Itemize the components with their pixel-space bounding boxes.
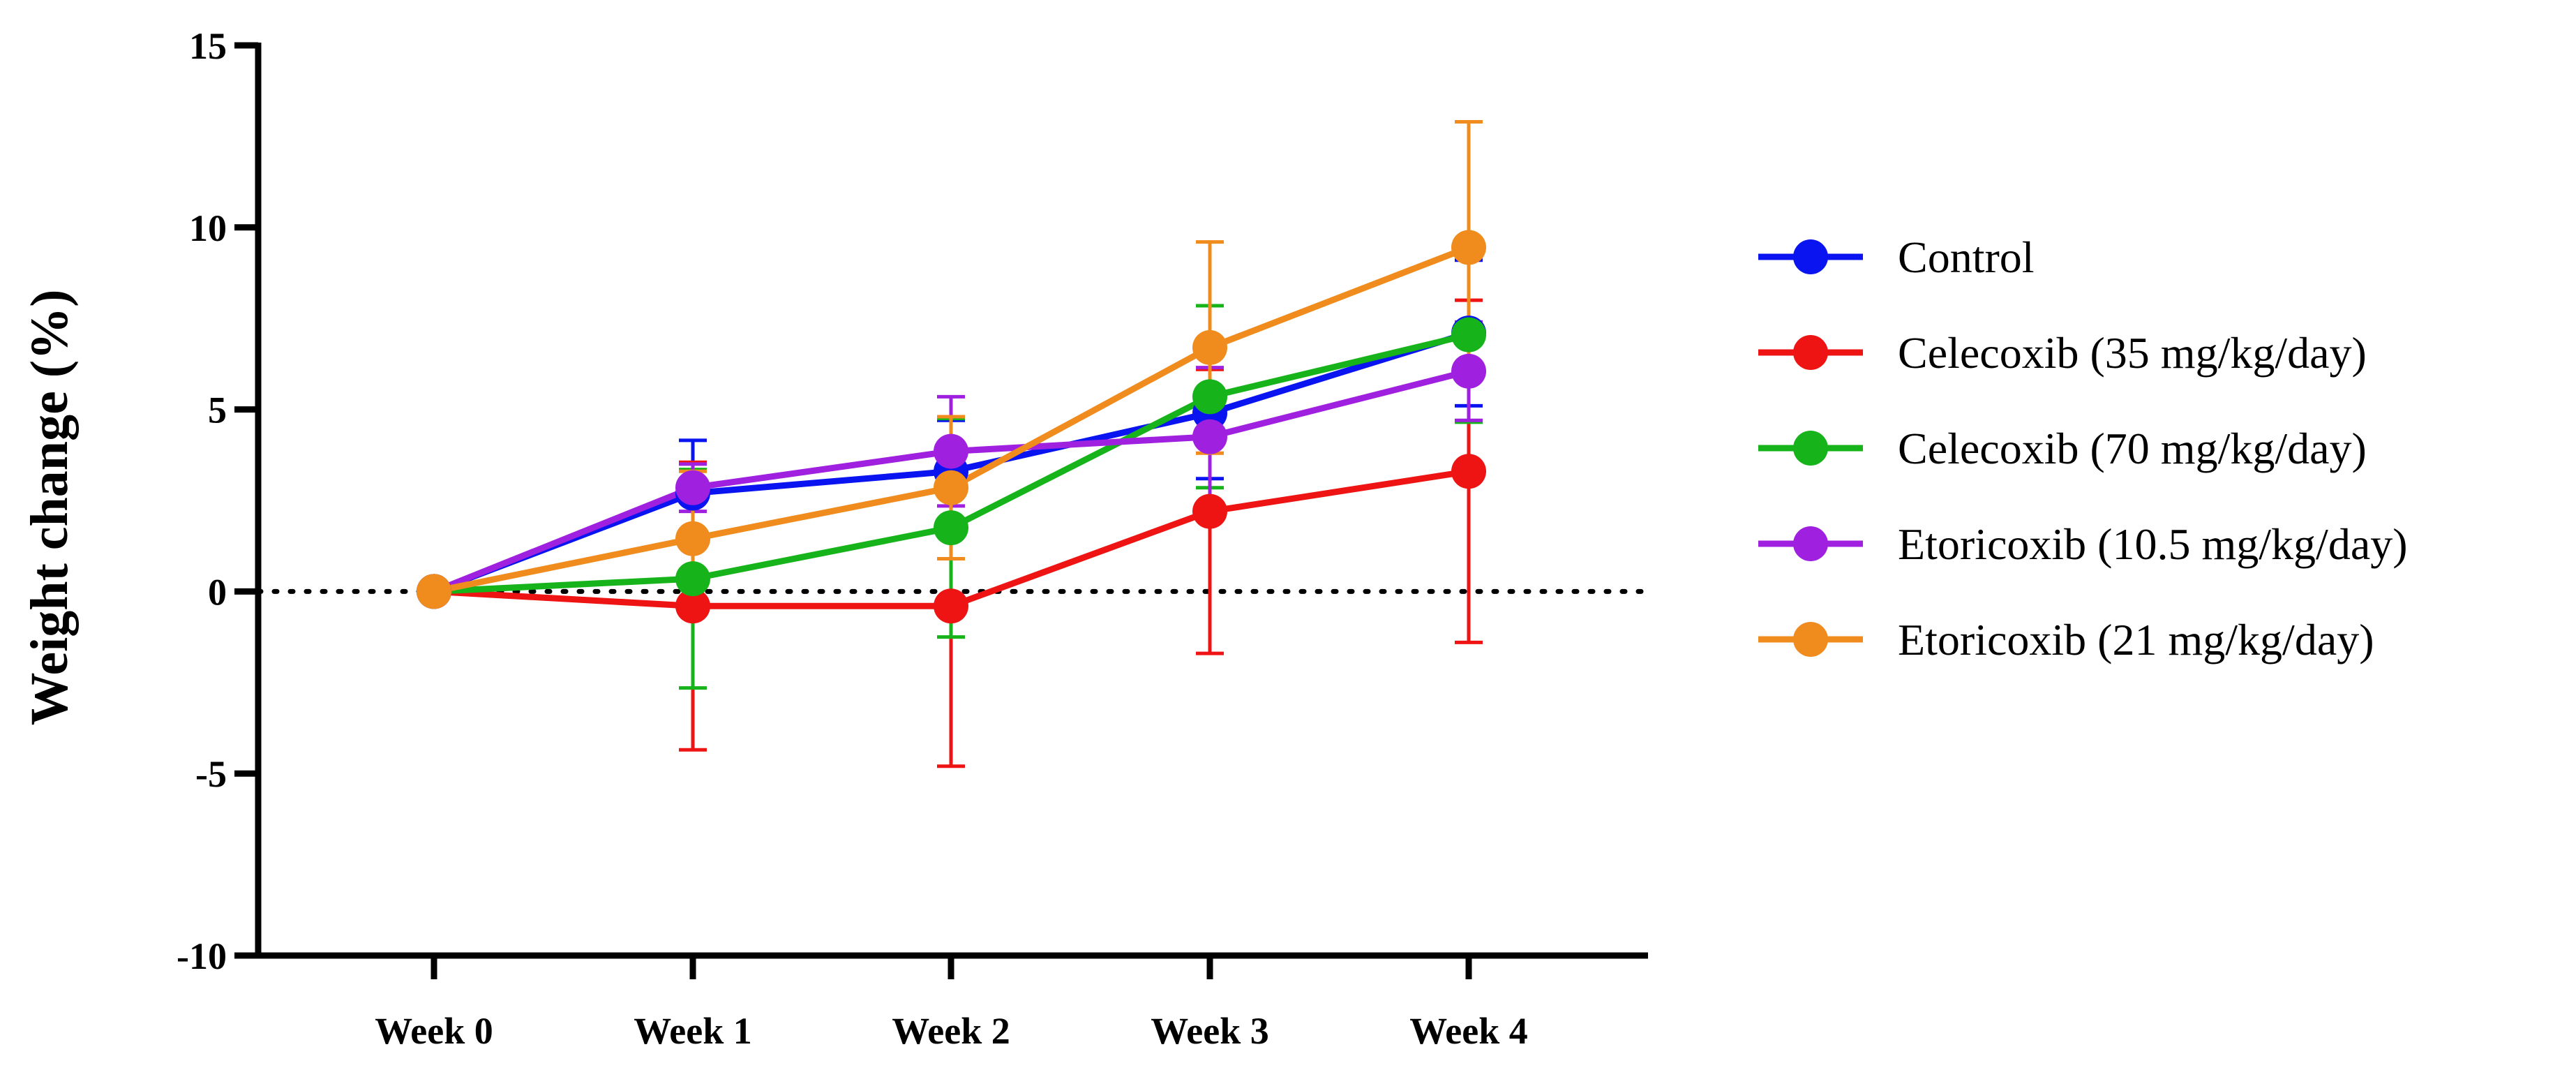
y-tick-label: 10 xyxy=(189,207,227,249)
legend-label: Celecoxib (70 mg/kg/day) xyxy=(1898,424,2367,473)
legend-label: Etoricoxib (21 mg/kg/day) xyxy=(1898,615,2374,664)
data-point xyxy=(675,521,710,556)
data-point xyxy=(934,510,968,546)
legend-marker xyxy=(1793,431,1828,466)
data-point xyxy=(1192,493,1227,529)
x-tick-label: Week 3 xyxy=(1151,1010,1269,1052)
data-point xyxy=(1451,454,1486,489)
y-axis-title: Weight change (%) xyxy=(20,290,79,726)
x-tick-label: Week 0 xyxy=(375,1010,493,1052)
data-point xyxy=(1451,230,1486,265)
data-point xyxy=(675,470,710,505)
data-point xyxy=(934,470,968,505)
legend-marker xyxy=(1793,335,1828,370)
legend: Control Celecoxib (35 mg/kg/day) Celecoxib… xyxy=(1758,232,2408,664)
x-tick-label: Week 4 xyxy=(1409,1010,1528,1052)
legend-marker xyxy=(1793,622,1828,657)
y-tick-label: -10 xyxy=(177,935,227,977)
legend-marker xyxy=(1793,239,1828,274)
legend-label: Celecoxib (35 mg/kg/day) xyxy=(1898,328,2367,378)
legend-label: Control xyxy=(1898,232,2035,282)
data-point xyxy=(675,588,710,624)
y-tick-label: -5 xyxy=(195,753,227,795)
data-point xyxy=(934,433,968,469)
y-tick-label: 0 xyxy=(208,571,227,613)
axes-layer: -10 -5 0 5 10 15 Week 0 Week 1 Week 2 Week 3 Week … xyxy=(20,25,1648,1052)
y-tick-label: 15 xyxy=(189,25,227,67)
data-point-layer xyxy=(417,230,1486,624)
data-point xyxy=(1451,353,1486,389)
x-tick-label: Week 2 xyxy=(892,1010,1010,1052)
data-point xyxy=(417,574,451,609)
legend-marker xyxy=(1793,526,1828,561)
data-point xyxy=(1192,379,1227,415)
legend-label: Etoricoxib (10.5 mg/kg/day) xyxy=(1898,519,2408,569)
y-tick-label: 5 xyxy=(208,389,227,431)
data-point xyxy=(1192,329,1227,365)
x-tick-label: Week 1 xyxy=(634,1010,752,1052)
data-point xyxy=(675,561,710,597)
data-point xyxy=(1192,419,1227,454)
data-point xyxy=(934,588,968,624)
data-point xyxy=(1451,317,1486,352)
